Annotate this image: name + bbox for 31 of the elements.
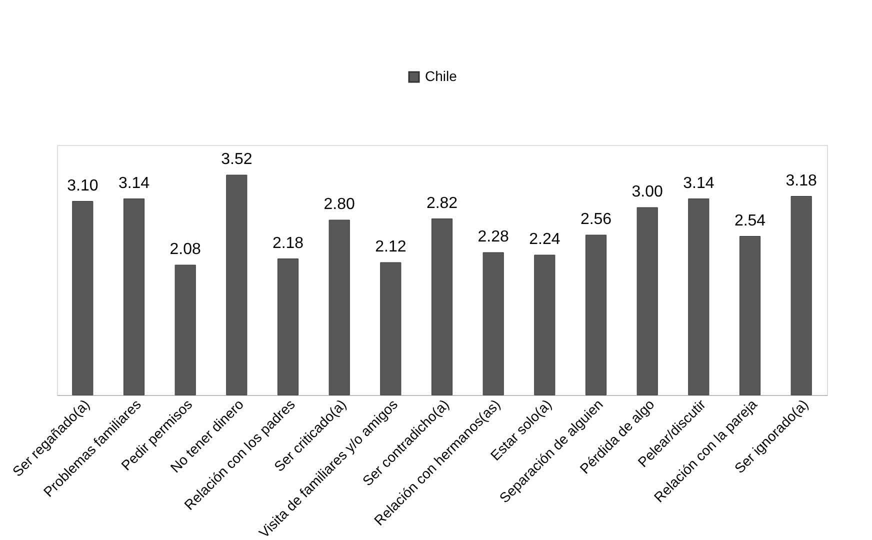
bar	[226, 174, 248, 396]
bar	[123, 198, 145, 396]
data-label: 2.54	[734, 212, 766, 230]
bar	[174, 264, 196, 396]
bar	[72, 201, 94, 396]
bar	[328, 220, 350, 396]
data-label: 2.56	[580, 211, 612, 228]
data-label: 2.18	[272, 234, 304, 252]
data-label: 2.80	[324, 196, 356, 213]
data-label: 2.24	[529, 231, 560, 248]
data-label: 2.28	[478, 228, 510, 246]
bar	[688, 198, 710, 396]
bar	[739, 236, 761, 396]
bar	[482, 252, 504, 396]
bar	[585, 234, 607, 396]
data-label: 2.12	[375, 238, 406, 256]
data-label: 2.82	[426, 194, 458, 212]
bar	[277, 258, 299, 396]
data-label: 3.18	[786, 172, 818, 190]
bar	[380, 262, 402, 396]
data-label: 3.14	[683, 174, 714, 192]
data-label: 3.00	[632, 184, 664, 200]
bar	[534, 254, 556, 396]
data-label: 2.08	[170, 241, 202, 258]
bar	[636, 207, 658, 396]
bar	[790, 196, 812, 396]
data-label: 3.14	[118, 174, 150, 192]
data-label: 3.52	[221, 151, 252, 168]
data-label: 3.10	[67, 177, 98, 194]
bar	[431, 218, 453, 396]
legend-label: Chile	[425, 68, 458, 84]
